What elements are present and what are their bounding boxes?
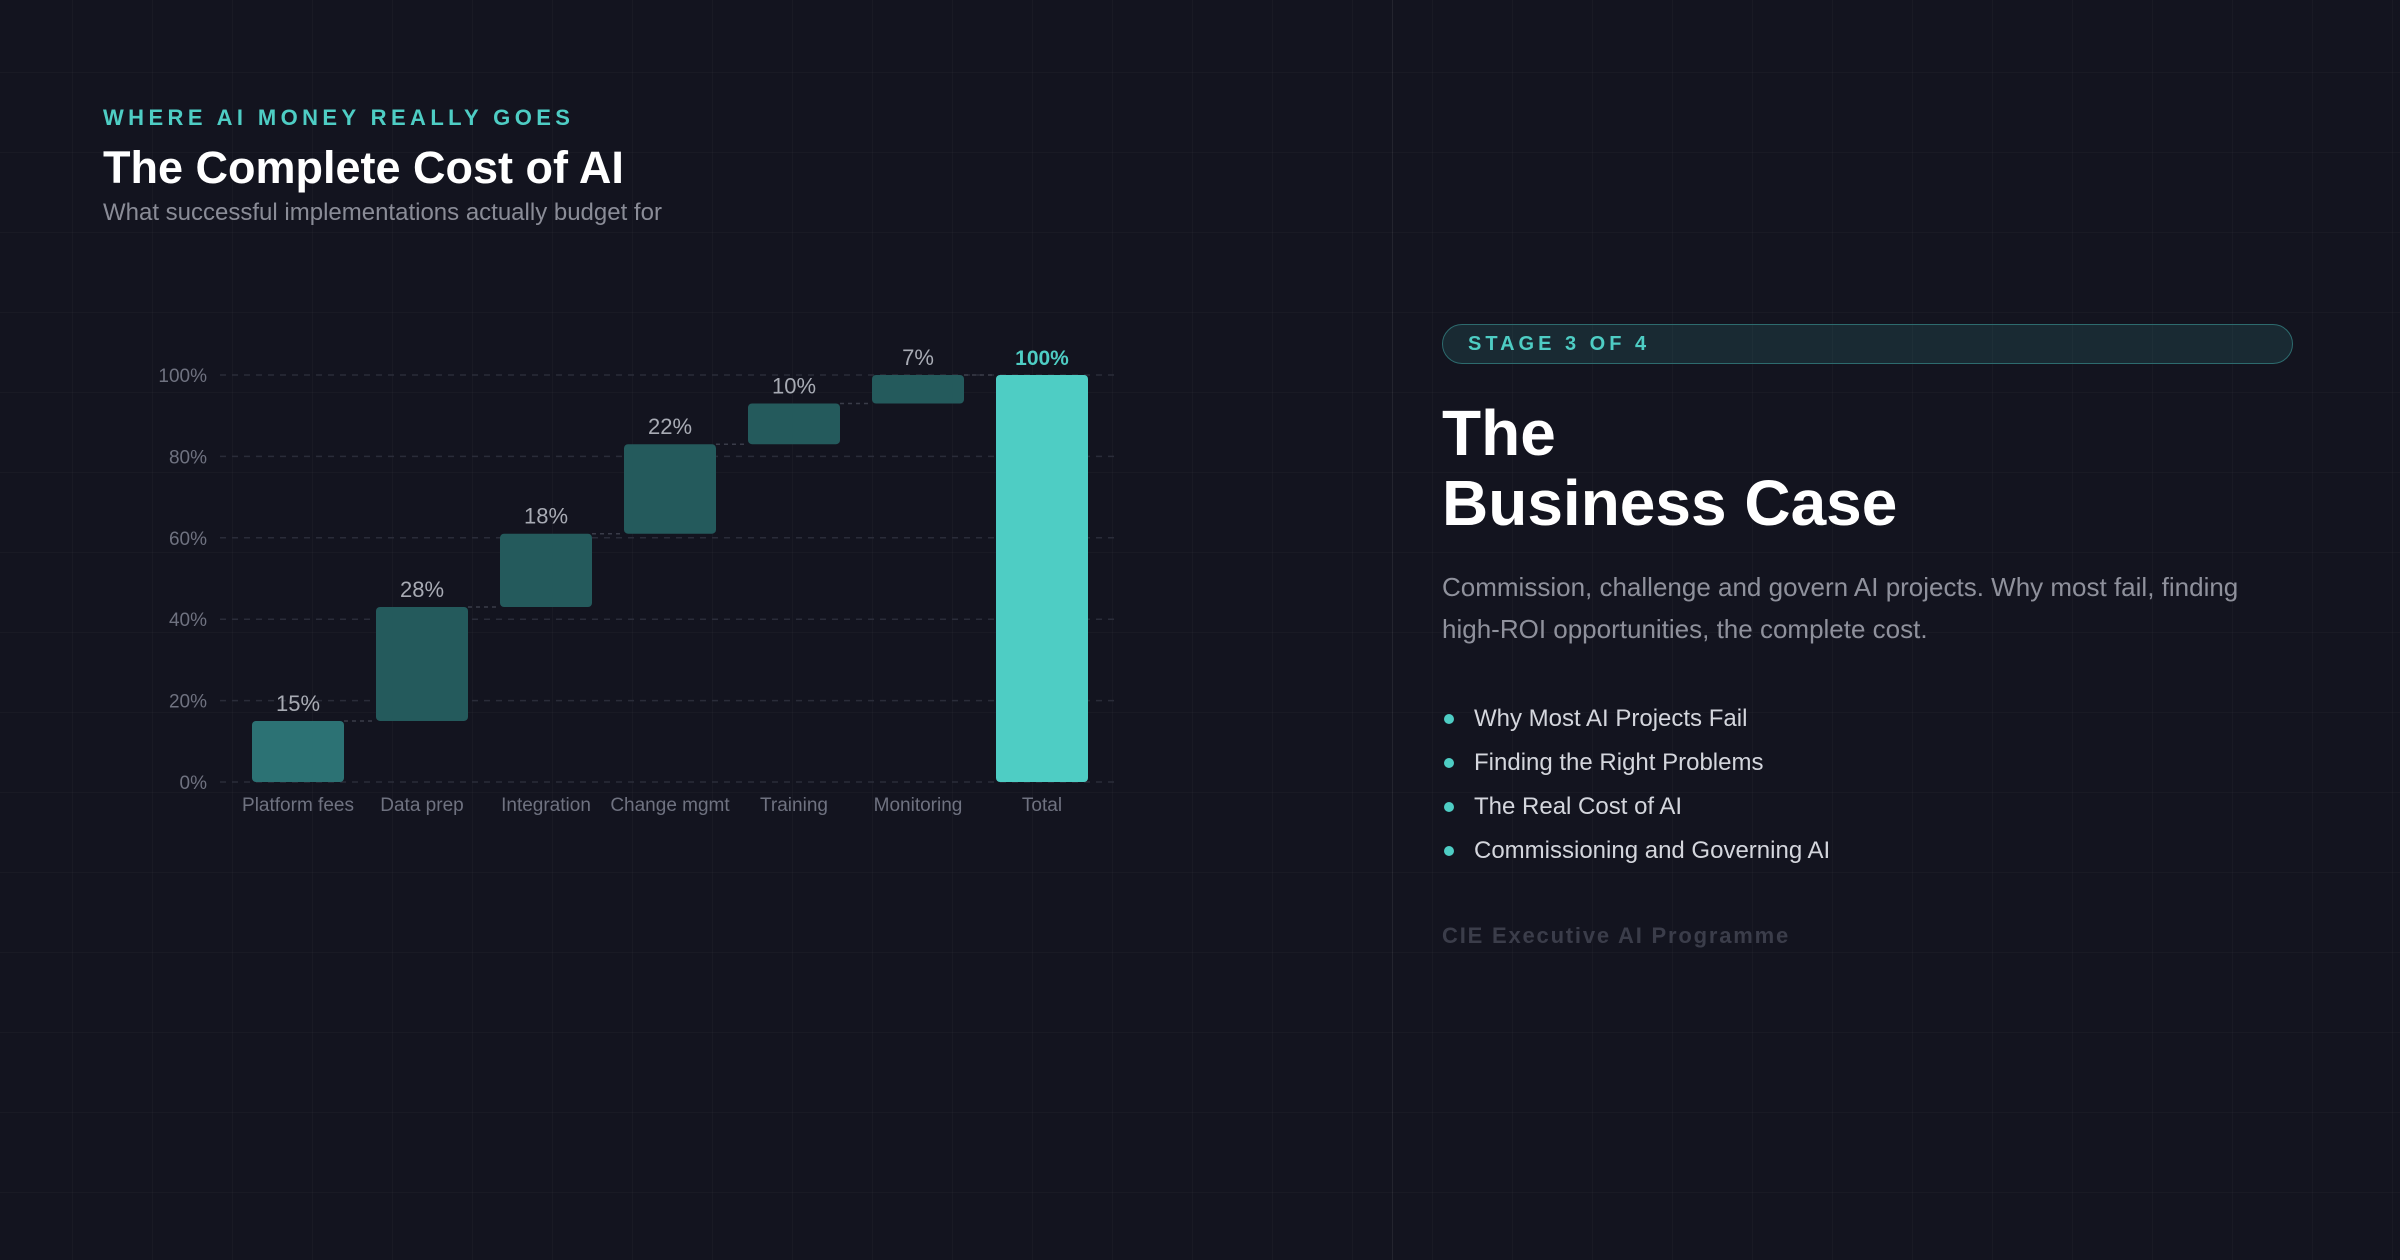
panel-divider: [1392, 0, 1393, 1260]
total-bar: [996, 375, 1088, 782]
topic-item: The Real Cost of AI: [1442, 785, 2297, 829]
x-category-label: Platform fees: [242, 795, 354, 816]
cost-bar: [376, 606, 468, 721]
x-category-label: Training: [760, 795, 828, 816]
total-value-label: 100%: [1015, 347, 1069, 370]
cost-bar: [624, 444, 716, 534]
bar-value-label: 15%: [276, 691, 320, 716]
stage-title: The Business Case: [1442, 398, 2297, 538]
bar-value-label: 22%: [648, 414, 692, 439]
y-tick-label: 20%: [169, 692, 207, 713]
x-category-label: Integration: [501, 795, 591, 816]
cost-bar: [252, 720, 344, 782]
stage-panel: STAGE 3 OF 4 The Business Case Commissio…: [1442, 324, 2297, 949]
topic-item: Commissioning and Governing AI: [1442, 829, 2297, 873]
topic-label: Why Most AI Projects Fail: [1474, 705, 1748, 732]
bar-value-label: 18%: [524, 504, 568, 529]
stage-badge: STAGE 3 OF 4: [1442, 324, 2293, 364]
topic-item: Why Most AI Projects Fail: [1442, 697, 2297, 741]
programme-footer: CIE Executive AI Programme: [1442, 923, 1790, 948]
topic-list: Why Most AI Projects Fail Finding the Ri…: [1442, 697, 2297, 873]
y-tick-label: 80%: [169, 447, 207, 468]
bullet-dot-icon: [1444, 846, 1454, 856]
stage-title-line-2: Business Case: [1442, 467, 1898, 539]
stage-badge-label: STAGE 3 OF 4: [1468, 332, 1651, 355]
stage-description: Commission, challenge and govern AI proj…: [1442, 572, 2239, 644]
x-category-label: Data prep: [380, 795, 463, 816]
chart-bars: [252, 375, 1088, 782]
chart-labels: 0% 20% 40% 60% 80% 100% 15% Platform fees 28% Dat…: [158, 345, 1069, 816]
cost-bar: [500, 533, 592, 607]
bullet-dot-icon: [1444, 758, 1454, 768]
bar-value-label: 10%: [772, 373, 816, 398]
chart-title: The Complete Cost of AI: [103, 142, 624, 193]
y-tick-label: 100%: [158, 366, 207, 387]
x-category-label: Total: [1022, 795, 1062, 816]
x-category-label: Change mgmt: [610, 795, 730, 816]
waterfall-chart: 0% 20% 40% 60% 80% 100% 15% Platform fees 28% Dat…: [158, 345, 1118, 816]
y-tick-label: 60%: [169, 529, 207, 550]
topic-label: The Real Cost of AI: [1474, 793, 1683, 820]
topic-label: Finding the Right Problems: [1474, 749, 1764, 776]
topic-item: Finding the Right Problems: [1442, 741, 2297, 785]
bullet-dot-icon: [1444, 714, 1454, 724]
y-tick-label: 40%: [169, 610, 207, 631]
cost-bar: [748, 403, 840, 445]
x-category-label: Monitoring: [874, 795, 963, 816]
bullet-dot-icon: [1444, 802, 1454, 812]
chart-subtitle: What successful implementations actually…: [103, 199, 662, 226]
bar-value-label: 7%: [902, 345, 934, 370]
y-tick-label: 0%: [180, 773, 208, 794]
bar-value-label: 28%: [400, 577, 444, 602]
chart-eyebrow: WHERE AI MONEY REALLY GOES: [103, 105, 575, 130]
stage-title-line-1: The: [1442, 397, 1556, 469]
chart-connectors: [344, 374, 996, 722]
cost-bar: [872, 375, 964, 404]
chart-panel: WHERE AI MONEY REALLY GOES The Complete …: [103, 104, 1303, 228]
topic-label: Commissioning and Governing AI: [1474, 837, 1831, 864]
